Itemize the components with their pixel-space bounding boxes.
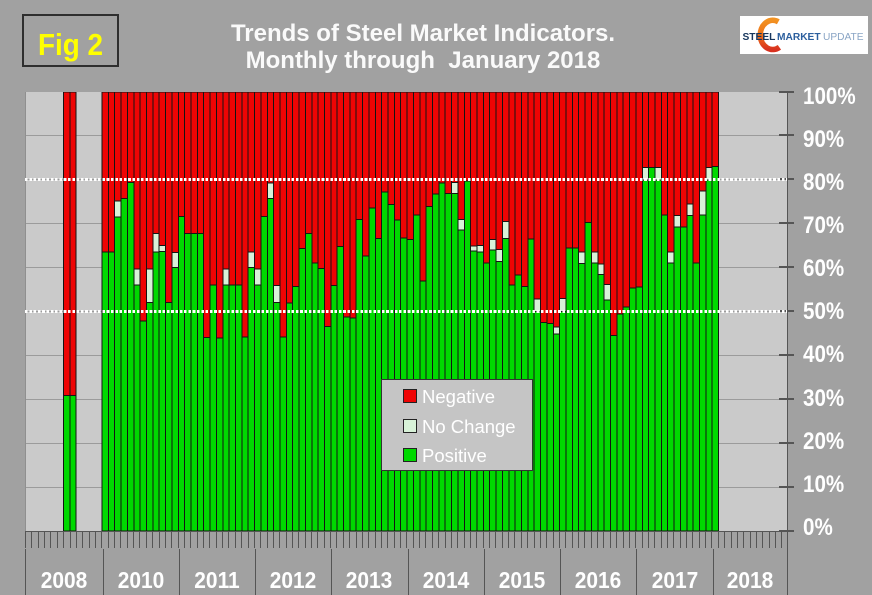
svg-text:STEEL: STEEL — [743, 32, 776, 43]
svg-text:MARKET: MARKET — [777, 32, 821, 43]
svg-text:UPDATE: UPDATE — [823, 32, 864, 43]
